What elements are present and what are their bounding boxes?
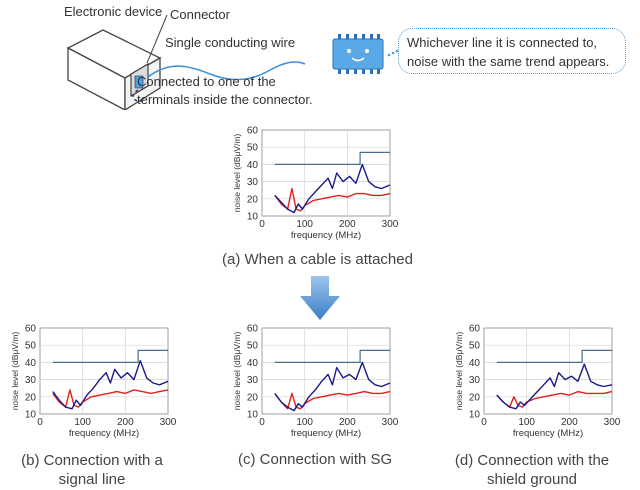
x-tick-label: 200 — [561, 417, 578, 428]
caption-b-line1: (b) Connection with a — [21, 452, 163, 469]
y-tick-label: 30 — [247, 375, 259, 386]
chip-character-icon — [332, 34, 384, 74]
y-tick-label: 30 — [247, 177, 259, 188]
y-tick-label: 50 — [247, 143, 259, 154]
x-tick-label: 200 — [339, 417, 356, 428]
series-line-blue — [274, 361, 391, 412]
series-line-red — [274, 390, 391, 410]
caption-d-line1: (d) Connection with the — [454, 452, 610, 469]
y-axis-label: noise level (dBμV/m) — [232, 134, 242, 213]
bubble-line1: Whichever line it is connected to, — [407, 35, 598, 50]
y-axis-label: noise level (dBμV/m) — [232, 332, 242, 411]
y-tick-label: 20 — [247, 194, 259, 205]
x-axis-label: frequency (MHz) — [69, 428, 139, 439]
label-electronic-device: Electronic device — [64, 4, 163, 19]
x-axis-label: frequency (MHz) — [291, 428, 361, 439]
chart-b: 10 20 30 40 50 60 0 100 200 300 frequency (MHz) noi… — [10, 324, 177, 440]
x-tick-label: 300 — [382, 219, 399, 230]
y-tick-label: 50 — [25, 341, 37, 352]
x-tick-label: 100 — [296, 219, 313, 230]
down-arrow-icon — [300, 276, 340, 320]
caption-a: (a) When a cable is attached — [222, 251, 413, 268]
y-tick-label: 50 — [469, 341, 481, 352]
connector-leader-line — [146, 14, 168, 64]
connector — [130, 63, 149, 97]
y-tick-label: 40 — [25, 358, 37, 369]
series-line-blue — [274, 163, 391, 214]
x-tick-label: 300 — [382, 417, 399, 428]
x-axis-label: frequency (MHz) — [291, 230, 361, 241]
plot-area — [261, 129, 391, 217]
bubble-line2: noise with the same trend appears. — [407, 54, 610, 69]
x-tick-label: 200 — [339, 219, 356, 230]
y-tick-label: 10 — [469, 410, 481, 421]
chart-c: 10 20 30 40 50 60 0 100 200 300 frequency (MHz) noi… — [232, 324, 399, 440]
x-tick-label: 0 — [259, 219, 265, 230]
y-tick-label: 60 — [247, 324, 259, 335]
caption-d-line2: shield ground — [486, 471, 578, 488]
caption-d: (d) Connection with the shield ground — [432, 451, 632, 489]
x-tick-label: 300 — [160, 417, 177, 428]
terminal-pointer-arc — [132, 89, 147, 102]
caption-c: (c) Connection with SG — [238, 451, 393, 468]
series-line-blue — [52, 360, 169, 410]
y-tick-label: 60 — [247, 126, 259, 137]
plot-area — [483, 327, 613, 415]
y-tick-label: 30 — [25, 375, 37, 386]
x-tick-label: 100 — [518, 417, 535, 428]
y-tick-label: 50 — [247, 341, 259, 352]
x-axis-label: frequency (MHz) — [513, 428, 583, 439]
chart-a: 10 20 30 40 50 60 0 100 200 300 frequency (MHz) noi… — [232, 126, 399, 242]
y-tick-label: 60 — [25, 324, 37, 335]
y-tick-label: 10 — [247, 410, 259, 421]
x-tick-label: 300 — [604, 417, 621, 428]
label-connector: Connector — [170, 7, 230, 22]
series-line-red — [496, 390, 613, 408]
x-tick-label: 0 — [481, 417, 487, 428]
series-line-red — [274, 187, 391, 212]
label-terminal-line2: terminals inside the connector. — [137, 92, 313, 107]
device-illustration — [66, 14, 399, 110]
y-tick-label: 40 — [247, 160, 259, 171]
series-line-limit — [496, 349, 612, 364]
y-tick-label: 40 — [469, 358, 481, 369]
y-tick-label: 20 — [25, 392, 37, 403]
caption-b: (b) Connection with a signal line — [3, 451, 181, 489]
y-axis-label: noise level (dBμV/m) — [10, 332, 20, 411]
plot-area — [39, 327, 169, 415]
y-tick-label: 60 — [469, 324, 481, 335]
label-single-conducting-wire: Single conducting wire — [165, 35, 296, 50]
speech-bubble: Whichever line it is connected to, noise… — [398, 28, 626, 74]
caption-b-line2: signal line — [58, 471, 126, 488]
speech-tail-dots — [387, 49, 399, 57]
y-tick-label: 20 — [247, 392, 259, 403]
y-tick-label: 30 — [469, 375, 481, 386]
x-tick-label: 100 — [296, 417, 313, 428]
y-axis-label: noise level (dBμV/m) — [454, 332, 464, 411]
y-tick-label: 10 — [25, 410, 37, 421]
x-tick-label: 0 — [37, 417, 43, 428]
series-line-limit — [274, 349, 390, 364]
series-line-limit — [274, 151, 390, 166]
series-line-red — [52, 389, 169, 408]
plot-area — [261, 327, 391, 415]
x-tick-label: 200 — [117, 417, 134, 428]
chart-d: 10 20 30 40 50 60 0 100 200 300 frequency (MHz) noi… — [454, 324, 621, 440]
label-terminal-line1: Connected to one of the — [137, 74, 276, 89]
x-tick-label: 0 — [259, 417, 265, 428]
y-tick-label: 20 — [469, 392, 481, 403]
y-tick-label: 10 — [247, 212, 259, 223]
series-line-limit — [52, 349, 168, 364]
single-conducting-wire — [147, 61, 306, 81]
y-tick-label: 40 — [247, 358, 259, 369]
series-line-blue — [496, 363, 613, 410]
x-tick-label: 100 — [74, 417, 91, 428]
